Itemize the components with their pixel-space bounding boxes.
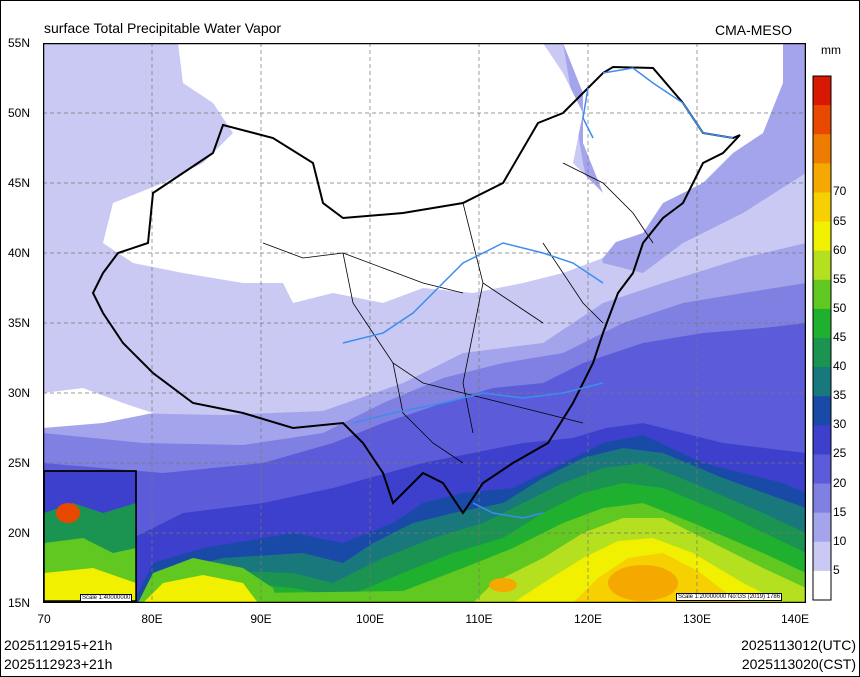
colorbar-swatch xyxy=(813,250,831,281)
lon-label: 140E xyxy=(780,612,810,626)
field-southwest-core xyxy=(143,575,258,603)
lon-label: 90E xyxy=(250,612,272,626)
colorbar-tick-label: 35 xyxy=(833,388,847,403)
lat-label: 55N xyxy=(7,36,30,50)
lat-label: 15N xyxy=(7,596,30,610)
colorbar-swatch xyxy=(813,105,831,135)
run-time-utc: 2025112915+21h xyxy=(4,637,113,653)
field-70-plus xyxy=(608,565,678,601)
lat-label: 25N xyxy=(7,456,30,470)
lon-label: 120E xyxy=(573,612,603,626)
lon-label: 100E xyxy=(355,612,385,626)
colorbar-swatch xyxy=(813,76,831,106)
colorbar-swatch xyxy=(813,454,831,485)
colorbar-tick-label: 30 xyxy=(833,417,847,432)
lat-label: 30N xyxy=(7,386,30,400)
colorbar-swatch xyxy=(813,308,831,339)
colorbar-outline xyxy=(812,75,832,601)
colorbar-swatch xyxy=(813,396,831,426)
field-70-plus-spot xyxy=(489,578,517,592)
colorbar-tick-label: 25 xyxy=(833,446,847,461)
national-border xyxy=(91,65,741,515)
lon-label: 70 xyxy=(37,612,51,626)
colorbar-swatch xyxy=(813,134,831,164)
lat-label: 20N xyxy=(7,526,30,540)
rivers xyxy=(342,67,734,519)
valid-time-cst: 2025113020(CST) xyxy=(741,656,856,672)
precipitable-water-map xyxy=(43,43,806,603)
colorbar-swatch xyxy=(813,163,831,193)
lon-label: 130E xyxy=(682,612,712,626)
colorbar-swatch xyxy=(813,279,831,310)
colorbar-swatch xyxy=(813,483,831,514)
colorbar-tick-label: 70 xyxy=(833,184,847,199)
colorbar-swatch xyxy=(813,338,831,368)
map-title: surface Total Precipitable Water Vapor xyxy=(44,20,282,36)
model-source: CMA-MESO xyxy=(715,22,792,38)
scale-note-main: Scale 1:20000000 No:GS (2019) 1786 xyxy=(676,593,783,601)
colorbar-tick-label: 20 xyxy=(833,475,847,490)
colorbar-unit: mm xyxy=(821,43,841,57)
valid-time-utc: 2025113012(UTC) xyxy=(741,637,856,653)
colorbar-tick-label: 45 xyxy=(833,330,847,344)
colorbar-tick-label: 50 xyxy=(833,300,847,315)
lat-label: 50N xyxy=(7,106,30,120)
map-border xyxy=(43,43,806,603)
colorbar-swatch xyxy=(813,221,831,252)
colorbar-tick-label: 15 xyxy=(833,504,847,519)
colorbar-swatch xyxy=(813,367,831,397)
scale-note-inset: Scale 1:40000000 xyxy=(80,594,133,602)
colorbar-tick-label: 60 xyxy=(833,242,847,257)
colorbar-swatch xyxy=(813,192,831,223)
lat-label: 45N xyxy=(7,176,30,190)
colorbar-swatch xyxy=(813,541,831,572)
south-china-sea-inset xyxy=(43,470,137,602)
colorbar-tick-label: 55 xyxy=(833,271,847,286)
colorbar-tick-label: 65 xyxy=(833,213,847,228)
run-time-cst: 2025112923+21h xyxy=(4,656,113,672)
provincial-borders xyxy=(262,162,654,464)
lon-label: 80E xyxy=(141,612,163,626)
field-dry-west xyxy=(43,388,153,428)
colorbar-tick-label: 5 xyxy=(833,562,840,577)
colorbar-swatch xyxy=(813,570,831,601)
lat-label: 35N xyxy=(7,316,30,330)
lon-label: 110E xyxy=(465,612,493,626)
lat-label: 40N xyxy=(7,246,30,260)
colorbar xyxy=(812,75,832,601)
colorbar-swatch xyxy=(813,425,831,455)
colorbar-swatch xyxy=(813,512,831,543)
graticule xyxy=(43,43,806,603)
colorbar-tick-label: 40 xyxy=(833,359,847,374)
field-dry-northeast xyxy=(563,43,783,243)
colorbar-tick-label: 10 xyxy=(833,533,847,548)
field-dry-interior xyxy=(103,43,623,303)
